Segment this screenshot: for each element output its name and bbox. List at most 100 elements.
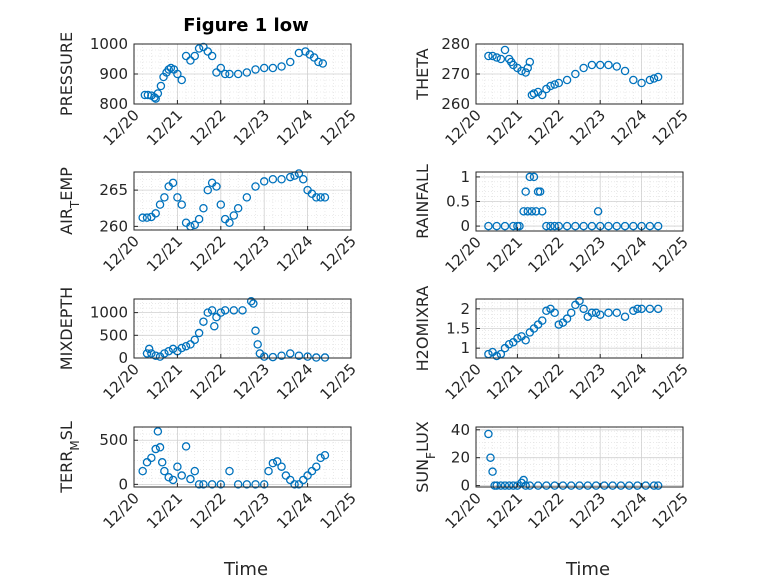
data-point	[242, 68, 252, 77]
y-tick-label: 500	[99, 326, 128, 344]
data-point	[629, 306, 638, 316]
data-point	[641, 481, 650, 490]
data-point	[575, 481, 584, 490]
data-point	[492, 351, 501, 361]
data-point	[251, 326, 260, 336]
data-point	[251, 182, 260, 191]
data-point	[281, 471, 291, 480]
axes-frame	[133, 298, 352, 359]
axes-frame	[475, 426, 684, 488]
y-tick-label: 20	[451, 449, 470, 467]
data-point	[294, 169, 304, 178]
data-point	[268, 352, 278, 362]
data-point	[537, 90, 547, 100]
data-point	[144, 344, 154, 354]
data-point	[294, 351, 304, 360]
data-point	[299, 475, 308, 485]
y-axis-label-suffix: LUX	[413, 421, 432, 452]
data-point	[138, 213, 147, 222]
y-axis-label-suffix: SL	[57, 421, 76, 440]
data-point	[173, 462, 182, 471]
data-point	[583, 481, 593, 490]
data-point	[153, 427, 163, 436]
data-point	[554, 320, 564, 329]
data-point	[225, 466, 234, 476]
data-point	[160, 466, 169, 476]
x-axis-label-left: Time	[223, 559, 268, 580]
data-point	[212, 68, 221, 77]
data-point	[212, 312, 221, 322]
y-tick-label: 0	[118, 475, 128, 493]
data-point	[285, 172, 295, 182]
data-point	[194, 214, 204, 224]
data-point	[496, 54, 506, 64]
y-tick-label: 270	[441, 65, 470, 83]
data-point	[249, 299, 258, 308]
y-tick-label: 40	[451, 421, 470, 439]
data-point	[238, 306, 247, 315]
data-point	[616, 481, 626, 490]
data-point	[285, 349, 295, 358]
data-point	[151, 94, 160, 103]
data-point	[259, 177, 269, 186]
data-point	[649, 74, 659, 83]
data-point	[645, 304, 655, 314]
data-point	[138, 466, 147, 476]
data-point	[523, 207, 533, 216]
data-point	[303, 352, 312, 361]
data-point	[488, 467, 497, 476]
data-point	[153, 89, 163, 98]
data-point	[575, 296, 584, 306]
data-point	[259, 352, 269, 361]
data-point	[595, 60, 605, 70]
axes-frame	[133, 171, 352, 231]
data-point	[519, 475, 528, 485]
y-axis-label: TERRMSL	[57, 421, 82, 494]
data-point	[181, 341, 191, 351]
data-point	[546, 221, 555, 231]
data-point	[533, 481, 543, 490]
data-point	[194, 44, 204, 53]
data-point	[147, 349, 156, 358]
data-point	[251, 65, 260, 74]
data-point	[207, 51, 217, 61]
y-axis-label: H2OMIXRA	[413, 286, 432, 372]
data-point	[579, 304, 588, 314]
y-tick-label: 1000	[90, 35, 128, 53]
data-point	[264, 466, 273, 476]
axes-frame	[133, 426, 352, 488]
data-point	[157, 458, 167, 467]
data-point	[500, 45, 510, 55]
data-point	[199, 317, 208, 326]
data-point	[653, 481, 663, 490]
data-point	[203, 185, 213, 195]
data-point	[529, 89, 539, 98]
data-point	[194, 480, 204, 489]
data-point	[629, 221, 638, 231]
data-point	[612, 62, 622, 71]
data-point	[181, 51, 191, 61]
y-axis-label-main: PRESSURE	[57, 32, 76, 116]
y-tick-label: 280	[441, 35, 470, 53]
plot-area	[476, 427, 683, 487]
data-point	[486, 453, 495, 462]
data-point	[285, 57, 295, 67]
data-point	[600, 481, 609, 490]
y-axis-label: SUNFLUX	[413, 421, 438, 493]
data-point	[620, 221, 630, 231]
data-point	[608, 481, 617, 490]
y-axis-label-main: SUN	[413, 459, 432, 493]
data-point	[509, 221, 518, 231]
y-axis-label-main: RAINFALL	[413, 164, 432, 239]
data-point	[164, 473, 173, 482]
data-point	[309, 53, 319, 62]
data-point	[587, 308, 597, 318]
data-point	[316, 453, 325, 463]
data-point	[194, 328, 204, 338]
y-axis-label: THETA	[413, 48, 432, 100]
data-point	[620, 66, 630, 76]
data-point	[212, 182, 221, 191]
data-point	[199, 203, 208, 213]
data-point	[571, 69, 580, 79]
data-point	[173, 193, 182, 202]
